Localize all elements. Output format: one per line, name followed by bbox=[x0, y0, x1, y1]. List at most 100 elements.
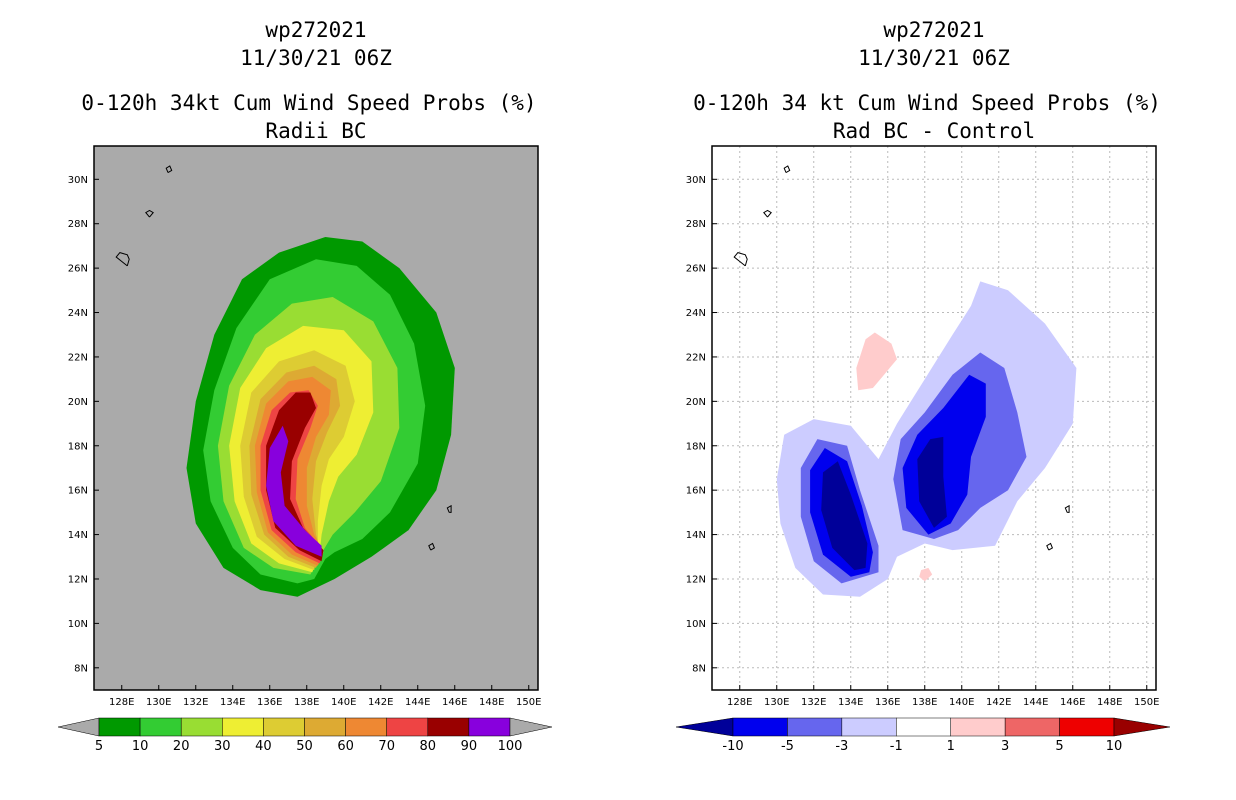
left-y-tick-label-10N: 10N bbox=[68, 619, 88, 630]
left-x-tick-label-142E: 142E bbox=[368, 697, 393, 708]
right-map-frame bbox=[711, 145, 1157, 691]
left-storm-id: wp272021 bbox=[265, 18, 367, 42]
right-x-tick-label-144E: 144E bbox=[1023, 697, 1048, 708]
left-y-tick-label-22N: 22N bbox=[68, 352, 88, 363]
left-coastline-2 bbox=[165, 165, 173, 174]
right-x-tick-label-132E: 132E bbox=[801, 697, 826, 708]
left-contour-group bbox=[115, 165, 455, 597]
left-x-tick-label-136E: 136E bbox=[257, 697, 282, 708]
right-legend-label--1: -1 bbox=[890, 739, 903, 754]
left-legend-label-40: 40 bbox=[255, 739, 272, 754]
right-y-tick-label-12N: 12N bbox=[686, 574, 706, 585]
left-contour-90-9 bbox=[266, 425, 322, 557]
right-legend-label-5: 5 bbox=[1055, 739, 1063, 754]
right-y-tick-label-20N: 20N bbox=[686, 397, 706, 408]
right-contour--10-6 bbox=[917, 436, 947, 528]
right-legend-box-5 bbox=[1004, 717, 1060, 737]
left-legend-box-3 bbox=[222, 717, 264, 737]
right-legend-box-6 bbox=[1059, 717, 1115, 737]
left-valid-time: 11/30/21 06Z bbox=[240, 46, 392, 70]
left-y-tick-label-14N: 14N bbox=[68, 530, 88, 541]
left-x-tick-label-138E: 138E bbox=[294, 697, 319, 708]
right-legend: -10 -5 -3 -1 1 3 5 10 bbox=[675, 717, 1171, 754]
left-y-tick-label-30N: 30N bbox=[68, 175, 88, 186]
left-legend-box-4 bbox=[263, 717, 305, 737]
left-legend-box-9 bbox=[468, 717, 511, 737]
left-legend-low-arrow bbox=[57, 717, 100, 737]
right-contour-1-7 bbox=[856, 332, 897, 391]
left-coastline-3 bbox=[446, 504, 452, 513]
right-coastline-0 bbox=[733, 252, 748, 267]
left-legend-label-100: 100 bbox=[498, 739, 523, 754]
left-legend-label-90: 90 bbox=[461, 739, 478, 754]
left-legend-box-7 bbox=[386, 717, 429, 737]
right-y-tick-label-8N: 8N bbox=[692, 663, 706, 674]
left-legend-high-arrow bbox=[509, 717, 553, 737]
left-x-tick-label-132E: 132E bbox=[183, 697, 208, 708]
left-coastline-1 bbox=[145, 209, 154, 218]
right-x-tick-label-140E: 140E bbox=[949, 697, 974, 708]
left-legend-box-1 bbox=[139, 717, 182, 737]
right-x-tick-label-136E: 136E bbox=[875, 697, 900, 708]
left-legend-label-30: 30 bbox=[214, 739, 231, 754]
left-y-tick-label-20N: 20N bbox=[68, 397, 88, 408]
left-x-tick-label-146E: 146E bbox=[442, 697, 467, 708]
right-x-tick-label-128E: 128E bbox=[727, 697, 752, 708]
right-y-tick-label-26N: 26N bbox=[686, 264, 706, 275]
right-legend-label-3: 3 bbox=[1001, 739, 1009, 754]
right-x-tick-label-138E: 138E bbox=[912, 697, 937, 708]
left-legend-box-5 bbox=[304, 717, 346, 737]
right-legend-high-arrow bbox=[1113, 717, 1171, 737]
right-legend-box-4 bbox=[950, 717, 1006, 737]
right-contour-group bbox=[712, 146, 1156, 690]
right-legend-label--5: -5 bbox=[781, 739, 794, 754]
left-coastline-4 bbox=[428, 542, 436, 551]
right-contour-1-8 bbox=[919, 567, 933, 582]
right-x-tick-label-148E: 148E bbox=[1097, 697, 1122, 708]
right-y-tick-label-22N: 22N bbox=[686, 352, 706, 363]
right-contour--10-5 bbox=[821, 461, 868, 571]
left-x-tick-label-134E: 134E bbox=[220, 697, 245, 708]
left-x-tick-label-140E: 140E bbox=[331, 697, 356, 708]
right-x-tick-label-134E: 134E bbox=[838, 697, 863, 708]
right-x-tick-label-142E: 142E bbox=[986, 697, 1011, 708]
right-y-tick-label-16N: 16N bbox=[686, 486, 706, 497]
right-y-tick-label-18N: 18N bbox=[686, 441, 706, 452]
left-legend-box-0 bbox=[98, 717, 141, 737]
left-legend-label-60: 60 bbox=[337, 739, 354, 754]
left-x-tick-label-148E: 148E bbox=[479, 697, 504, 708]
left-x-tick-label-128E: 128E bbox=[109, 697, 134, 708]
right-legend-box-0 bbox=[732, 717, 788, 737]
right-storm-id: wp272021 bbox=[883, 18, 985, 42]
right-y-tick-label-10N: 10N bbox=[686, 619, 706, 630]
left-y-tick-label-12N: 12N bbox=[68, 574, 88, 585]
left-legend-label-10: 10 bbox=[132, 739, 149, 754]
right-legend-low-arrow bbox=[675, 717, 734, 737]
right-y-tick-label-28N: 28N bbox=[686, 219, 706, 230]
left-y-tick-label-26N: 26N bbox=[68, 264, 88, 275]
right-coastline-3 bbox=[1064, 504, 1070, 513]
right-coastline-2 bbox=[783, 165, 791, 174]
right-legend-label-10: 10 bbox=[1106, 739, 1123, 754]
left-product-title: 0-120h 34kt Cum Wind Speed Probs (%) bbox=[81, 91, 537, 115]
left-legend-label-50: 50 bbox=[296, 739, 313, 754]
left-y-tick-label-24N: 24N bbox=[68, 308, 88, 319]
left-legend-box-2 bbox=[180, 717, 223, 737]
right-y-tick-label-24N: 24N bbox=[686, 308, 706, 319]
left-x-tick-label-130E: 130E bbox=[146, 697, 171, 708]
left-legend-box-8 bbox=[427, 717, 470, 737]
left-legend: 5 10 20 30 40 50 60 70 80 90 100 bbox=[57, 717, 553, 754]
left-legend-label-70: 70 bbox=[378, 739, 395, 754]
right-legend-label--10: -10 bbox=[722, 739, 743, 754]
right-legend-label--3: -3 bbox=[835, 739, 848, 754]
right-y-tick-label-30N: 30N bbox=[686, 175, 706, 186]
right-valid-time: 11/30/21 06Z bbox=[858, 46, 1010, 70]
right-product-subtitle: Rad BC - Control bbox=[832, 119, 1036, 143]
left-y-tick-label-28N: 28N bbox=[68, 219, 88, 230]
left-legend-box-6 bbox=[345, 717, 387, 737]
left-y-tick-label-18N: 18N bbox=[68, 441, 88, 452]
left-legend-label-5: 5 bbox=[95, 739, 103, 754]
right-x-tick-label-150E: 150E bbox=[1134, 697, 1159, 708]
right-x-tick-label-130E: 130E bbox=[764, 697, 789, 708]
